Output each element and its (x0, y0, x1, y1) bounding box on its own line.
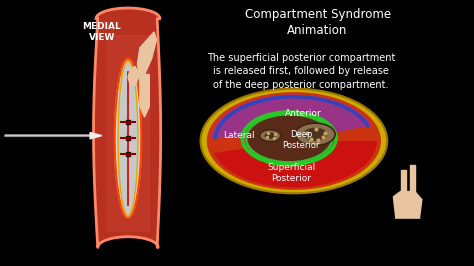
Polygon shape (93, 8, 161, 247)
Polygon shape (393, 192, 422, 218)
Polygon shape (115, 59, 141, 218)
FancyArrow shape (5, 135, 92, 137)
Text: Deep
Posterior: Deep Posterior (283, 130, 319, 150)
Polygon shape (90, 132, 102, 139)
Circle shape (260, 130, 281, 142)
Circle shape (264, 132, 276, 139)
Polygon shape (118, 61, 138, 216)
Polygon shape (107, 35, 149, 231)
Wedge shape (211, 94, 372, 141)
Polygon shape (401, 170, 406, 194)
Wedge shape (214, 141, 377, 188)
Text: Superficial
Posterior: Superficial Posterior (267, 163, 316, 183)
Circle shape (295, 123, 335, 146)
Text: Anterior: Anterior (285, 109, 322, 118)
Text: Lateral: Lateral (224, 131, 255, 140)
Ellipse shape (201, 89, 387, 193)
Polygon shape (128, 66, 140, 85)
Circle shape (246, 114, 332, 163)
Polygon shape (137, 32, 156, 80)
Text: MEDIAL
VIEW: MEDIAL VIEW (82, 22, 121, 41)
Ellipse shape (207, 92, 381, 190)
Text: Compartment Syndrome
Animation: Compartment Syndrome Animation (245, 8, 391, 37)
Circle shape (303, 128, 327, 141)
Polygon shape (410, 165, 415, 194)
Polygon shape (140, 74, 149, 117)
Text: The superficial posterior compartment
is released first, followed by release
of : The superficial posterior compartment is… (207, 53, 395, 90)
